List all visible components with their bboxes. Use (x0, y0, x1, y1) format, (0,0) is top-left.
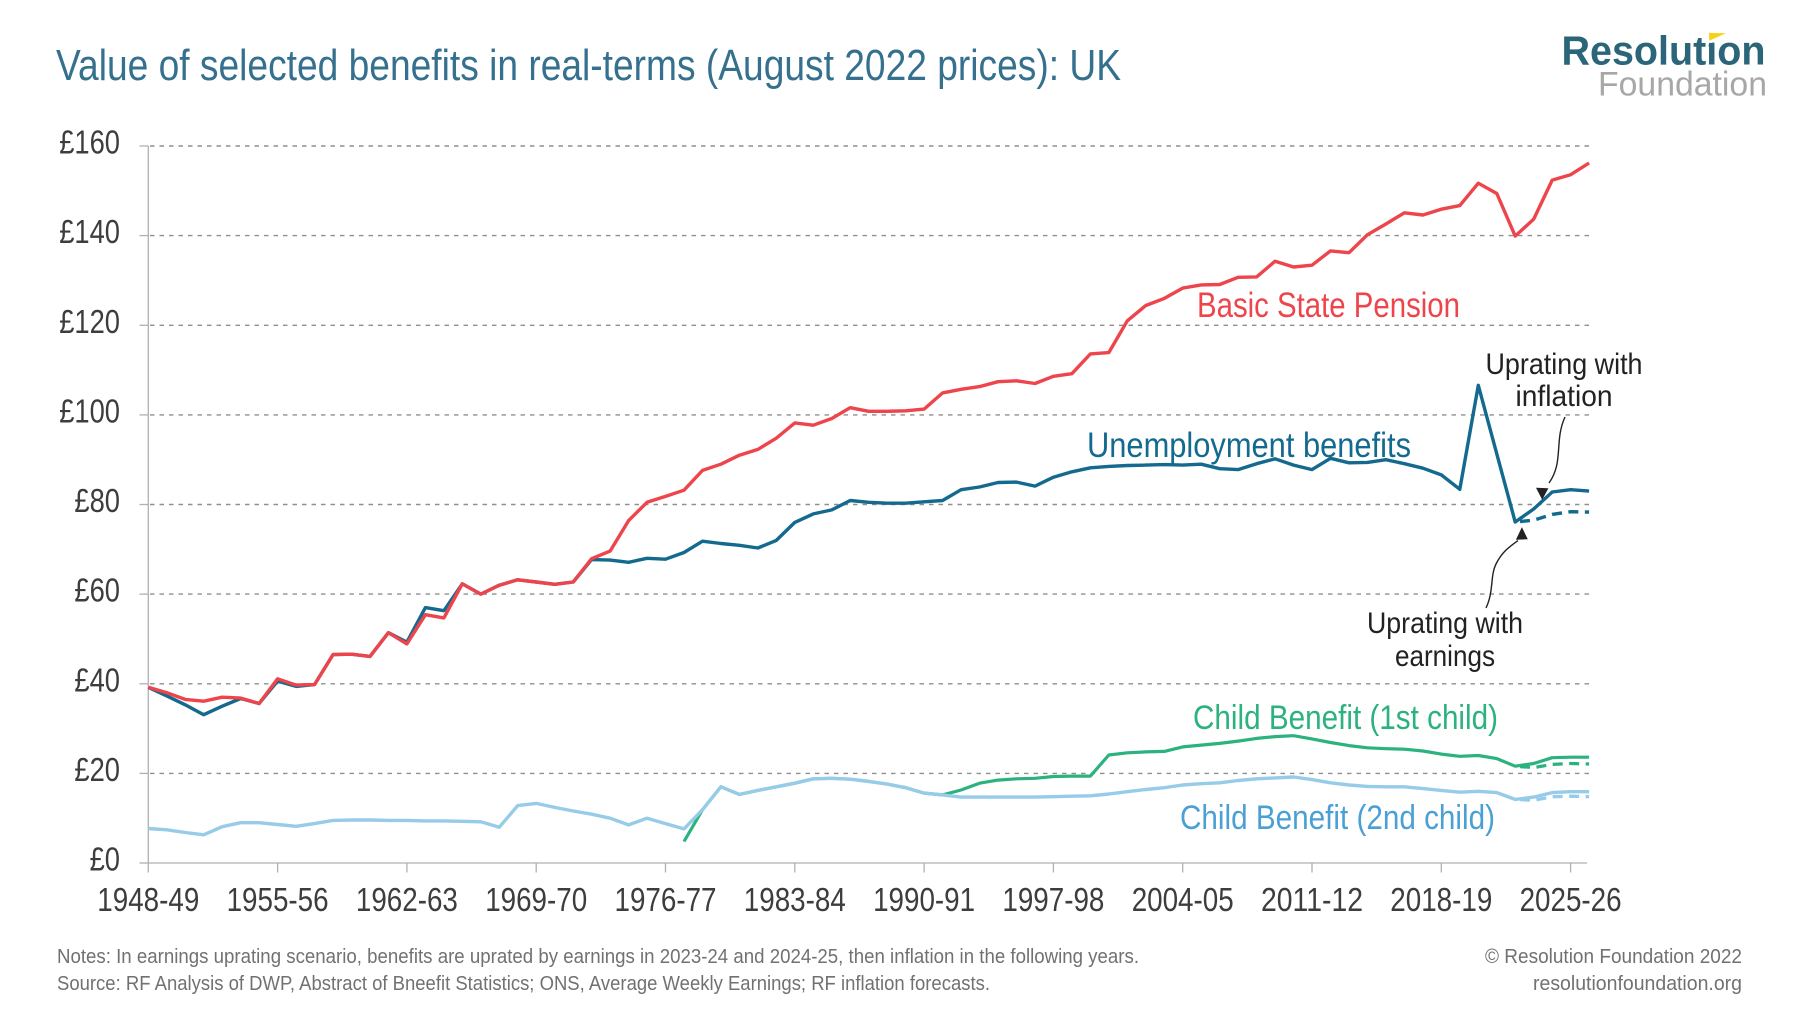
svg-text:2004-05: 2004-05 (1132, 881, 1234, 918)
svg-text:2011-12: 2011-12 (1261, 881, 1363, 918)
svg-text:1955-56: 1955-56 (227, 881, 329, 918)
svg-text:earnings: earnings (1395, 640, 1495, 673)
svg-text:Uprating with: Uprating with (1486, 348, 1643, 381)
svg-text:1983-84: 1983-84 (744, 881, 846, 918)
svg-text:1990-91: 1990-91 (873, 881, 975, 918)
svg-text:1962-63: 1962-63 (356, 881, 458, 918)
svg-text:£80: £80 (74, 482, 120, 519)
svg-text:£20: £20 (74, 751, 120, 788)
svg-text:Uprating with: Uprating with (1367, 607, 1523, 640)
svg-text:Child Benefit (1st child): Child Benefit (1st child) (1193, 699, 1498, 737)
svg-text:resolutionfoundation.org: resolutionfoundation.org (1533, 973, 1742, 995)
svg-text:Resolutıon: Resolutıon (1562, 28, 1766, 74)
svg-text:£60: £60 (74, 572, 120, 609)
svg-text:1997-98: 1997-98 (1002, 881, 1104, 918)
svg-text:Foundation: Foundation (1598, 66, 1767, 104)
svg-text:1969-70: 1969-70 (485, 881, 587, 918)
svg-text:£120: £120 (59, 303, 120, 340)
svg-text:£40: £40 (74, 661, 120, 698)
svg-text:Child Benefit (2nd child): Child Benefit (2nd child) (1180, 799, 1495, 837)
svg-text:Value of selected benefits in: Value of selected benefits in real-terms… (56, 41, 1121, 90)
svg-text:2018-19: 2018-19 (1390, 881, 1492, 918)
svg-text:£160: £160 (59, 124, 120, 161)
svg-text:1976-77: 1976-77 (615, 881, 717, 918)
svg-text:© Resolution Foundation 2022: © Resolution Foundation 2022 (1485, 946, 1742, 968)
svg-text:2025-26: 2025-26 (1520, 881, 1622, 918)
svg-text:inflation: inflation (1516, 380, 1613, 413)
svg-text:£0: £0 (90, 841, 120, 878)
svg-text:Unemployment benefits: Unemployment benefits (1087, 426, 1411, 465)
svg-text:1948-49: 1948-49 (97, 881, 199, 918)
svg-text:Source: RF Analysis of DWP, Ab: Source: RF Analysis of DWP, Abstract of … (57, 973, 990, 995)
svg-text:Basic State Pension: Basic State Pension (1197, 286, 1460, 325)
svg-text:£100: £100 (59, 392, 120, 429)
svg-text:£140: £140 (59, 213, 120, 250)
svg-text:Notes: In earnings uprating sc: Notes: In earnings uprating scenario, be… (57, 946, 1139, 968)
